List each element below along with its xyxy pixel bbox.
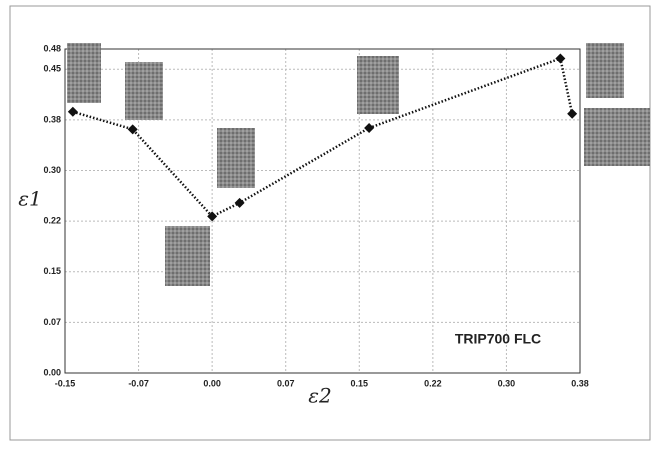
plot-border (64, 48, 581, 374)
thumbnail (584, 108, 650, 166)
data-point (567, 108, 578, 119)
x-tick-label: 0.00 (203, 378, 221, 388)
x-tick-label: 0.15 (351, 378, 369, 388)
x-tick-label: 0.07 (277, 378, 295, 388)
frame (9, 5, 651, 441)
thumbnail (586, 43, 624, 98)
data-point (127, 124, 138, 135)
data-point (555, 53, 566, 64)
thumbnail (67, 43, 101, 103)
y-tick-label: 0.38 (43, 114, 61, 124)
x-tick-label: -0.07 (128, 378, 149, 388)
x-tick-label: 0.22 (424, 378, 442, 388)
y-tick-label: 0.00 (43, 367, 61, 377)
y-tick-label: 0.22 (43, 216, 61, 226)
y-axis-label: ε1 (18, 187, 41, 211)
thumbnail (357, 56, 399, 114)
data-point (234, 197, 245, 208)
thumbnail (125, 62, 163, 120)
x-axis-label: ε2 (308, 384, 331, 408)
thumbnail (217, 128, 255, 188)
data-point (207, 211, 218, 222)
y-tick-label: 0.48 (43, 43, 61, 53)
data-point (364, 122, 375, 133)
y-tick-label: 0.07 (43, 317, 61, 327)
x-tick-label: 0.38 (571, 378, 589, 388)
y-tick-label: 0.45 (43, 64, 61, 74)
thumbnail (165, 226, 210, 286)
grid (64, 48, 581, 374)
y-tick-label: 0.30 (43, 165, 61, 175)
annotation: TRIP700 FLC (455, 331, 541, 347)
x-tick-label: -0.15 (55, 378, 76, 388)
data-point (67, 106, 78, 117)
thumbnails (67, 43, 650, 286)
y-tick-label: 0.15 (43, 266, 61, 276)
x-tick-label: 0.30 (498, 378, 516, 388)
